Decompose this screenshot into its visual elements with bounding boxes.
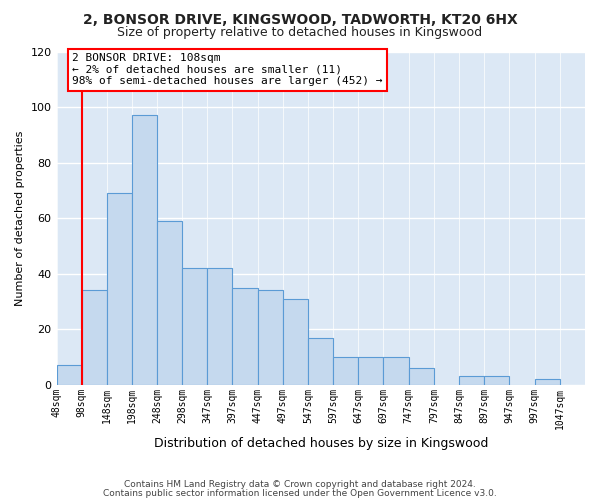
Bar bbox=[484, 376, 509, 385]
Bar bbox=[157, 221, 182, 385]
Text: Contains HM Land Registry data © Crown copyright and database right 2024.: Contains HM Land Registry data © Crown c… bbox=[124, 480, 476, 489]
Bar bbox=[308, 338, 333, 385]
Bar bbox=[82, 290, 107, 385]
Bar bbox=[333, 357, 358, 385]
Bar bbox=[358, 357, 383, 385]
Bar bbox=[459, 376, 484, 385]
Bar bbox=[409, 368, 434, 385]
Bar bbox=[535, 379, 560, 385]
Bar bbox=[207, 268, 232, 385]
Text: 2 BONSOR DRIVE: 108sqm
← 2% of detached houses are smaller (11)
98% of semi-deta: 2 BONSOR DRIVE: 108sqm ← 2% of detached … bbox=[73, 53, 383, 86]
Bar bbox=[383, 357, 409, 385]
Bar bbox=[283, 298, 308, 385]
Text: 2, BONSOR DRIVE, KINGSWOOD, TADWORTH, KT20 6HX: 2, BONSOR DRIVE, KINGSWOOD, TADWORTH, KT… bbox=[83, 12, 517, 26]
Bar bbox=[132, 116, 157, 385]
Bar bbox=[56, 366, 82, 385]
Text: Size of property relative to detached houses in Kingswood: Size of property relative to detached ho… bbox=[118, 26, 482, 39]
Bar bbox=[107, 193, 132, 385]
Text: Contains public sector information licensed under the Open Government Licence v3: Contains public sector information licen… bbox=[103, 488, 497, 498]
X-axis label: Distribution of detached houses by size in Kingswood: Distribution of detached houses by size … bbox=[154, 437, 488, 450]
Y-axis label: Number of detached properties: Number of detached properties bbox=[15, 130, 25, 306]
Bar bbox=[257, 290, 283, 385]
Bar bbox=[232, 288, 257, 385]
Bar bbox=[182, 268, 207, 385]
